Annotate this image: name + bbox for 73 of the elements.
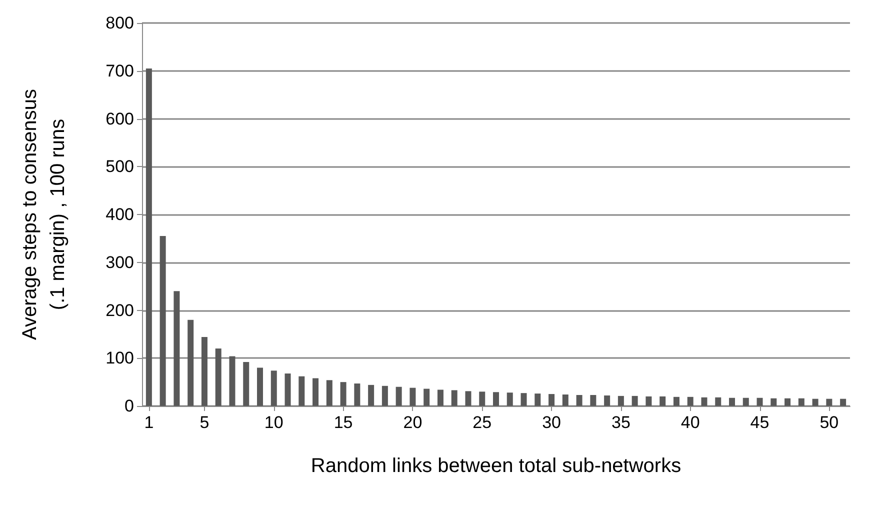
y-tick-label: 200 (106, 300, 134, 320)
bar (506, 392, 513, 406)
bar (562, 394, 568, 406)
bar (188, 320, 194, 406)
y-tick-label: 500 (106, 157, 134, 176)
bar (215, 348, 222, 406)
bar (548, 394, 555, 406)
y-tick-label: 100 (106, 348, 134, 368)
bar (229, 356, 236, 406)
y-tick-label: 300 (106, 252, 134, 272)
x-tick-label: 20 (403, 413, 422, 432)
x-tick-label: 5 (200, 413, 210, 432)
bar (465, 391, 472, 406)
bar (784, 398, 791, 406)
bar (174, 291, 180, 406)
x-tick-label: 50 (820, 413, 839, 432)
bar (632, 396, 638, 406)
bar (354, 384, 360, 406)
bar (298, 376, 305, 406)
bar (687, 396, 694, 406)
bar (742, 398, 749, 406)
bar (812, 398, 818, 406)
x-tick-label: 10 (264, 413, 284, 432)
bar (284, 373, 291, 406)
bar (312, 378, 319, 406)
bar (270, 370, 277, 406)
x-tick-label: 30 (542, 413, 561, 432)
bar (146, 68, 152, 406)
bar (424, 388, 430, 406)
bar (201, 337, 208, 406)
bar (826, 398, 832, 406)
bar (756, 398, 763, 406)
bar (410, 388, 416, 406)
x-tick-label: 25 (472, 413, 492, 432)
bar (604, 395, 610, 406)
x-tick-label: 1 (144, 413, 154, 432)
bar (479, 392, 486, 406)
y-tick-label: 0 (124, 396, 134, 416)
bar (729, 398, 735, 406)
bar (660, 396, 666, 406)
bar (451, 390, 458, 406)
bar (368, 384, 374, 406)
y-tick-label: 700 (106, 61, 134, 80)
bar (798, 398, 804, 406)
bar (715, 397, 722, 406)
bar (437, 390, 444, 406)
x-tick-label: 15 (334, 413, 353, 432)
bar (326, 380, 332, 406)
bar (590, 394, 596, 406)
x-axis-title: Random links between total sub-networks (310, 455, 682, 477)
y-tick-label: 800 (106, 14, 134, 32)
y-tick-label: 600 (106, 109, 134, 128)
bar (840, 398, 846, 406)
bar (396, 386, 402, 406)
bar (576, 394, 582, 406)
x-tick-label: 35 (611, 413, 630, 432)
x-tick-label: 40 (680, 413, 700, 432)
bar (701, 397, 708, 406)
bar (770, 398, 777, 406)
bar (493, 392, 499, 406)
bar (673, 396, 680, 406)
y-tick-label: 400 (106, 205, 134, 224)
bar (257, 368, 263, 406)
bar (520, 393, 527, 406)
x-tick-label: 45 (750, 413, 770, 432)
y-axis-title: Average steps to consensus (.1 margin) , 100 runs (19, 89, 69, 340)
bar (340, 382, 346, 406)
bar (646, 396, 652, 406)
bar (618, 396, 624, 406)
bar (243, 362, 250, 406)
bar (382, 386, 388, 406)
bar (160, 236, 166, 406)
bar (534, 394, 541, 406)
